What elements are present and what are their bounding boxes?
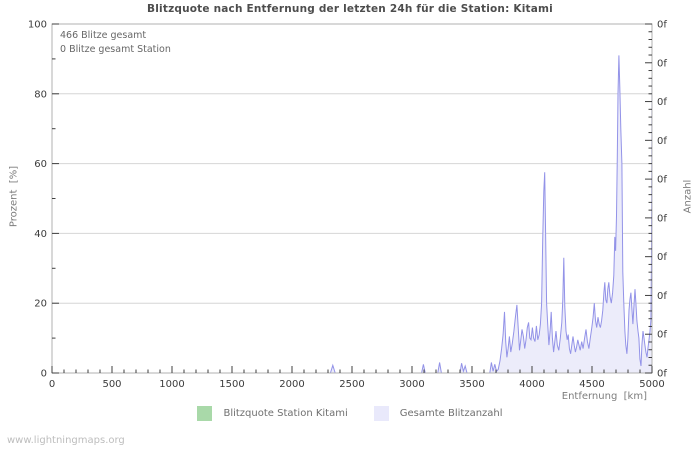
y-right-tick-label: 0f (657, 291, 667, 302)
legend-item-total-count: Gesamte Blitzanzahl (373, 406, 503, 421)
legend-item-station-quota: Blitzquote Station Kitami (197, 406, 348, 421)
y-right-tick-label: 0f (657, 136, 667, 147)
annotation-station-strikes: 0 Blitze gesamt Station (60, 44, 171, 55)
y-axis-left-title: Prozent [%] (8, 165, 20, 228)
x-tick-label: 5000 (639, 379, 664, 390)
x-tick-label: 4000 (519, 379, 544, 390)
x-tick-label: 2000 (279, 379, 304, 390)
legend-label-total-count: Gesamte Blitzanzahl (399, 408, 503, 419)
series-line-1 (52, 55, 653, 374)
legend-swatch-lavender-icon (373, 406, 389, 421)
y-right-tick-label: 0f (657, 330, 667, 341)
x-tick-label: 2500 (339, 379, 364, 390)
y-left-tick-label: 100 (28, 20, 47, 31)
x-tick-label: 0 (49, 379, 55, 390)
y-left-tick-label: 20 (34, 299, 47, 310)
y-right-tick-label: 0f (657, 252, 667, 263)
y-right-tick-label: 0f (657, 213, 667, 224)
x-axis-title: Entfernung [km] (561, 391, 647, 402)
y-left-tick-label: 40 (34, 229, 47, 240)
chart-title: Blitzquote nach Entfernung der letzten 2… (147, 3, 553, 15)
x-tick-label: 500 (102, 379, 121, 390)
y-axis-right-title: Anzahl (682, 179, 694, 214)
legend-label-station-quota: Blitzquote Station Kitami (223, 408, 348, 419)
y-left-tick-label: 0 (41, 369, 47, 380)
x-tick-label: 3000 (399, 379, 424, 390)
series-area-1 (52, 55, 652, 374)
y-left-tick-label: 80 (34, 89, 47, 100)
y-right-tick-label: 0f (657, 369, 667, 380)
y-left-tick-label: 60 (34, 159, 47, 170)
annotation-total-strikes: 466 Blitze gesamt (60, 30, 147, 41)
y-right-tick-label: 0f (657, 97, 667, 108)
x-tick-label: 1500 (219, 379, 244, 390)
legend-swatch-green-icon (197, 406, 213, 421)
y-right-tick-label: 0f (657, 58, 667, 69)
x-tick-label: 3500 (459, 379, 484, 390)
y-right-tick-label: 0f (657, 20, 667, 31)
x-tick-label: 1000 (159, 379, 184, 390)
watermark-link[interactable]: www.lightningmaps.org (7, 435, 125, 446)
y-right-tick-label: 0f (657, 175, 667, 186)
x-tick-label: 4500 (579, 379, 604, 390)
legend: Blitzquote Station Kitami Gesamte Blitza… (0, 406, 700, 421)
